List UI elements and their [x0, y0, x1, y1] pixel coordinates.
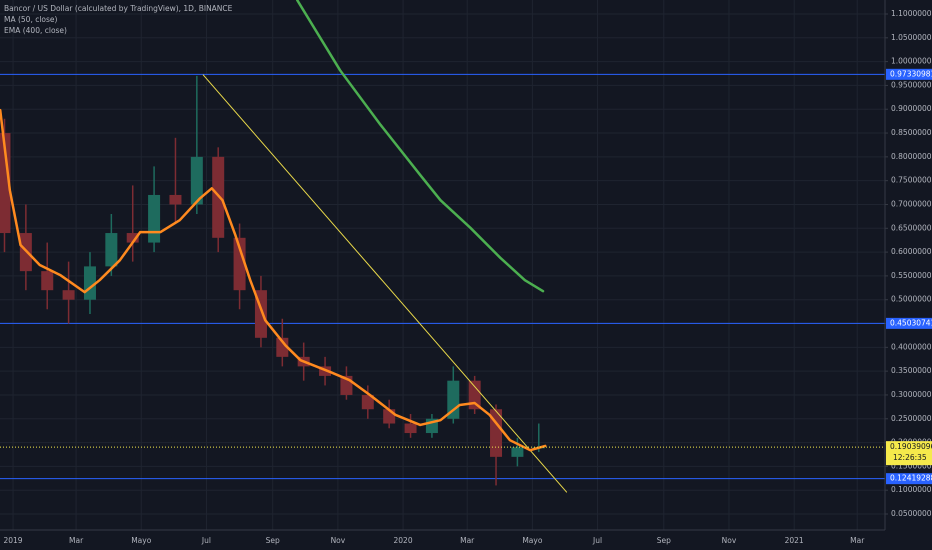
candle-body [276, 337, 289, 357]
indicator-line [296, 0, 545, 293]
x-tick-label: Nov [722, 536, 737, 545]
legend-entry: EMA (400, close) [4, 26, 67, 35]
countdown-label: 12:26:35 [893, 453, 927, 462]
level-label: 0.97330981 [890, 69, 932, 78]
grid [0, 0, 885, 530]
y-tick-label: 0.90000000 [891, 104, 932, 113]
last-price-bg [886, 441, 932, 466]
x-tick-label: 2021 [785, 536, 804, 545]
trend-line [202, 74, 568, 493]
y-tick-label: 0.85000000 [891, 128, 932, 137]
plot-area [0, 0, 885, 493]
y-tick-label: 0.05000000 [891, 509, 932, 518]
x-tick-label: Jul [201, 536, 211, 545]
y-tick-label: 1.00000000 [891, 57, 932, 66]
x-tick-label: Mar [850, 536, 865, 545]
y-tick-label: 0.10000000 [891, 485, 932, 494]
y-tick-label: 0.55000000 [891, 271, 932, 280]
y-tick-label: 0.50000000 [891, 295, 932, 304]
y-tick-label: 1.05000000 [891, 33, 932, 42]
level-label-bg [886, 68, 932, 80]
x-tick-label: Mar [69, 536, 84, 545]
y-tick-label: 0.25000000 [891, 414, 932, 423]
y-tick-label: 0.75000000 [891, 176, 932, 185]
x-tick-label: 2020 [394, 536, 413, 545]
chart-title: Bancor / US Dollar (calculated by Tradin… [4, 4, 233, 13]
candle-body [212, 156, 225, 238]
x-tick-label: Sep [266, 536, 280, 545]
y-tick-label: 1.10000000 [891, 9, 932, 18]
x-tick-label: Mayo [522, 536, 543, 545]
candle-body [0, 133, 11, 234]
level-label: 0.45030741 [890, 318, 932, 327]
legend-entry: MA (50, close) [4, 15, 58, 24]
axes: 0.050000000.100000000.150000000.20000000… [3, 9, 932, 545]
x-tick-label: Nov [331, 536, 346, 545]
y-tick-label: 0.80000000 [891, 152, 932, 161]
y-tick-label: 0.15000000 [891, 461, 932, 470]
candle-body [468, 380, 481, 410]
x-tick-label: Mar [460, 536, 475, 545]
candle-body [233, 237, 246, 291]
candle-body [361, 394, 374, 410]
x-tick-label: Jul [592, 536, 602, 545]
y-tick-label: 0.30000000 [891, 390, 932, 399]
y-tick-label: 0.60000000 [891, 247, 932, 256]
candle-body [62, 290, 75, 300]
y-tick-label: 0.40000000 [891, 342, 932, 351]
level-label-bg [886, 473, 932, 485]
candle-body [404, 423, 417, 434]
candle-body [169, 194, 182, 205]
y-tick-label: 0.35000000 [891, 366, 932, 375]
candle-body [41, 271, 54, 291]
y-tick-label: 0.70000000 [891, 199, 932, 208]
candle-body [105, 233, 118, 267]
candle-body [190, 156, 203, 205]
candle-body [511, 447, 524, 457]
level-label: 0.12419288 [890, 474, 932, 483]
candle-body [148, 194, 161, 243]
x-tick-label: Mayo [131, 536, 152, 545]
y-tick-label: 0.95000000 [891, 80, 932, 89]
indicator-line [0, 108, 547, 452]
x-tick-label: 2019 [3, 536, 22, 545]
last-price-label: 0.19039096 [890, 442, 932, 451]
level-label-bg [886, 317, 932, 329]
x-tick-label: Sep [657, 536, 671, 545]
y-tick-label: 0.65000000 [891, 223, 932, 232]
candle-body [126, 233, 139, 243]
